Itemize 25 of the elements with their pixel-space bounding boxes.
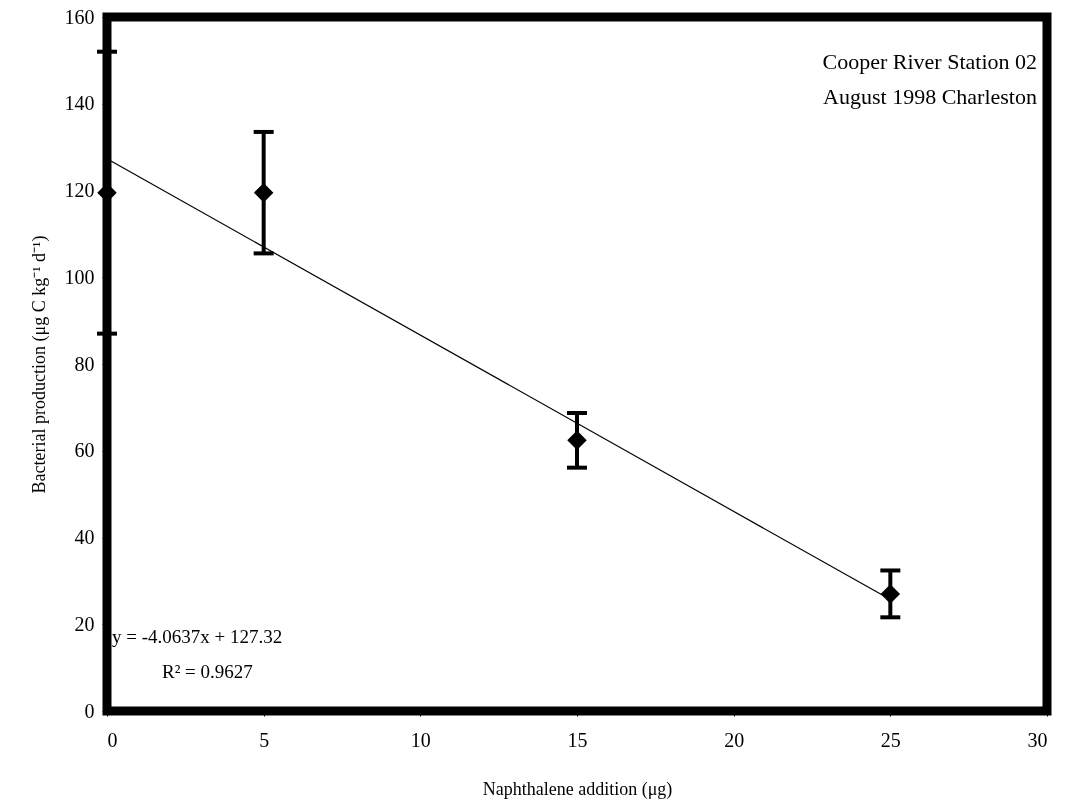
y-tick-label: 160	[64, 5, 95, 28]
x-tick-label: 20	[724, 728, 745, 751]
x-tick-label: 15	[567, 728, 588, 751]
x-axis-title: Naphthalene addition (μg)	[482, 778, 673, 800]
annotation: R² = 0.9627	[162, 661, 253, 682]
y-tick-label: 20	[74, 612, 95, 635]
x-tick-label: 25	[880, 728, 901, 751]
y-tick-label: 40	[74, 526, 95, 548]
x-tick-label: 30	[1027, 728, 1048, 751]
x-tick-label: 5	[259, 728, 270, 751]
annotation: August 1998 Charleston	[823, 84, 1037, 109]
y-tick-label: 60	[74, 439, 95, 462]
y-axis-title: Bacterial production (μg C kg⁻¹ d⁻¹)	[28, 235, 50, 494]
y-tick-label: 80	[74, 352, 95, 375]
annotation: Cooper River Station 02	[822, 49, 1037, 74]
x-tick-label: 0	[107, 728, 118, 751]
y-tick-label: 120	[64, 179, 95, 201]
point	[253, 182, 274, 203]
annotation: y = -4.0637x + 127.32	[112, 626, 283, 647]
point	[567, 430, 587, 451]
y-tick-label: 140	[64, 92, 95, 115]
point	[880, 584, 901, 604]
y-tick-label: 0	[84, 699, 95, 722]
y-tick-label: 100	[64, 265, 95, 288]
x-tick-label: 10	[410, 728, 431, 751]
